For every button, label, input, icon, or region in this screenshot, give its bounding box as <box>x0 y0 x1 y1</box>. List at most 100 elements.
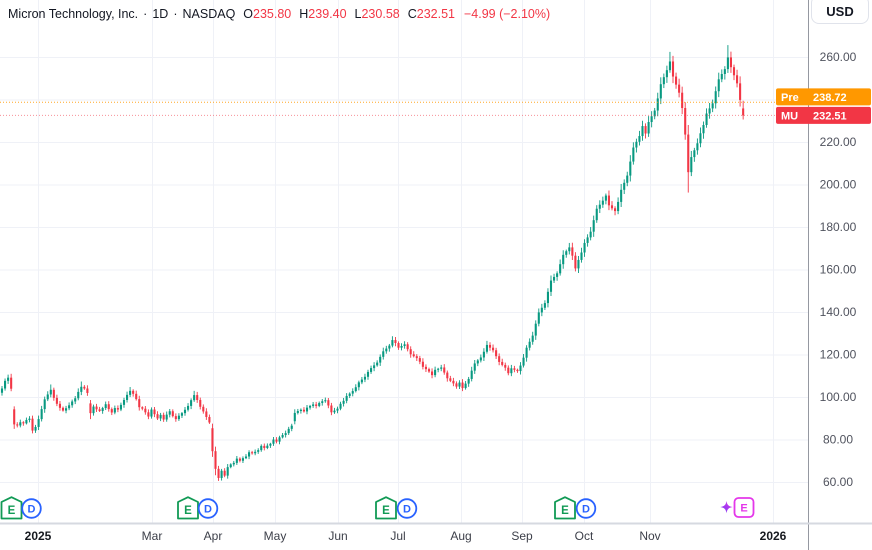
candle-up <box>25 419 28 424</box>
candle-up <box>720 74 723 80</box>
candle-down <box>394 340 397 344</box>
separator-dot: · <box>173 7 178 21</box>
candle-down <box>211 428 214 452</box>
candle-down <box>156 414 159 419</box>
candle-up <box>193 395 196 401</box>
candle-up <box>473 363 476 371</box>
candle-up <box>7 377 10 381</box>
candle-down <box>22 422 25 424</box>
candle-down <box>141 407 144 409</box>
earnings-house-icon <box>554 496 576 520</box>
candle-up <box>187 405 190 410</box>
dividend-marker[interactable]: D <box>21 498 42 519</box>
candle-down <box>732 67 736 76</box>
candle-down <box>110 409 113 413</box>
interval-label[interactable]: 1D <box>152 7 169 21</box>
upcoming-earnings-marker[interactable]: E <box>720 497 755 518</box>
dividend-marker[interactable]: D <box>197 498 219 519</box>
candle-down <box>138 399 141 408</box>
candle-up <box>354 387 357 392</box>
candle-down <box>302 409 305 412</box>
candle-down <box>251 452 254 454</box>
earnings-marker[interactable]: E <box>0 496 23 520</box>
candle-up <box>254 451 257 454</box>
candle-up <box>305 407 309 412</box>
candle-up <box>531 335 534 342</box>
candle-down <box>208 416 211 423</box>
candle-up <box>540 307 543 313</box>
candle-up <box>699 133 702 144</box>
candle-down <box>199 399 202 407</box>
candle-down <box>418 358 421 362</box>
candle-up <box>309 405 312 408</box>
time-axis[interactable]: 2025 Mar Apr May Jun Jul Aug Sep Oct Nov 2026 <box>25 529 787 543</box>
candle-up <box>77 391 80 399</box>
candle-up <box>366 371 370 377</box>
upcoming-earnings-letter: E <box>740 503 747 515</box>
candle-down <box>116 408 119 410</box>
dividend-marker[interactable]: D <box>575 498 597 519</box>
candle-down <box>687 134 690 173</box>
candle-up <box>257 450 260 452</box>
earnings-marker[interactable]: E <box>177 496 199 520</box>
candle-down <box>504 364 507 368</box>
candle-up <box>119 404 122 410</box>
candle-up <box>592 220 595 232</box>
earnings-marker[interactable]: E <box>554 496 576 520</box>
candle-up <box>318 402 321 406</box>
candle-down <box>449 378 452 381</box>
candle-up <box>656 98 659 111</box>
candle-up <box>485 344 488 352</box>
dividend-marker[interactable]: D <box>396 498 418 519</box>
candle-up <box>617 201 620 212</box>
candle-down <box>455 383 458 387</box>
candle-down <box>58 403 61 408</box>
earnings-house-icon <box>177 496 199 520</box>
last-price-badge-label: MU <box>781 110 798 122</box>
currency-button[interactable]: USD <box>811 0 869 24</box>
candle-up <box>226 467 229 476</box>
candle-down <box>397 343 400 348</box>
candle-up <box>583 242 586 253</box>
candle-up <box>598 204 601 209</box>
candle-down <box>736 75 739 84</box>
candle-down <box>275 439 278 442</box>
time-tick-label: Nov <box>639 529 660 543</box>
candle-up <box>519 365 522 372</box>
earnings-letter: E <box>8 505 16 517</box>
candle-down <box>431 371 434 376</box>
dividend-letter: D <box>403 504 411 516</box>
candle-down <box>16 424 19 426</box>
candle-down <box>162 414 165 420</box>
candle-down <box>174 416 177 420</box>
candle-up <box>113 408 116 413</box>
price-tick-label: 220.00 <box>820 135 857 149</box>
candle-up <box>165 414 168 420</box>
dividend-letter: D <box>204 504 212 516</box>
candle-up <box>244 456 248 459</box>
candle-up <box>376 362 379 366</box>
price-badges: Pre 238.72 MU 232.51 <box>776 88 871 124</box>
exchange-label[interactable]: NASDAQ <box>182 7 236 21</box>
candle-up <box>623 182 626 190</box>
candle-down <box>238 458 241 461</box>
candle-up <box>348 393 351 396</box>
candle-up <box>339 403 342 409</box>
candle-down <box>443 367 446 373</box>
candle-up <box>705 113 708 125</box>
symbol-title[interactable]: Micron Technology, Inc. <box>8 7 139 21</box>
price-tick-label: 260.00 <box>820 50 857 64</box>
candle-up <box>104 404 107 409</box>
candle-up <box>126 394 129 400</box>
candle-down <box>406 344 409 350</box>
price-tick-label: 60.00 <box>823 475 853 489</box>
dividend-circle-icon <box>575 498 597 519</box>
candle-up <box>693 150 696 158</box>
candle-up <box>440 367 443 369</box>
price-tick-label: 140.00 <box>820 305 857 319</box>
earnings-letter: E <box>382 505 390 517</box>
chart-pane[interactable] <box>0 0 808 523</box>
earnings-marker[interactable]: E <box>375 496 397 520</box>
candle-down <box>427 369 431 372</box>
